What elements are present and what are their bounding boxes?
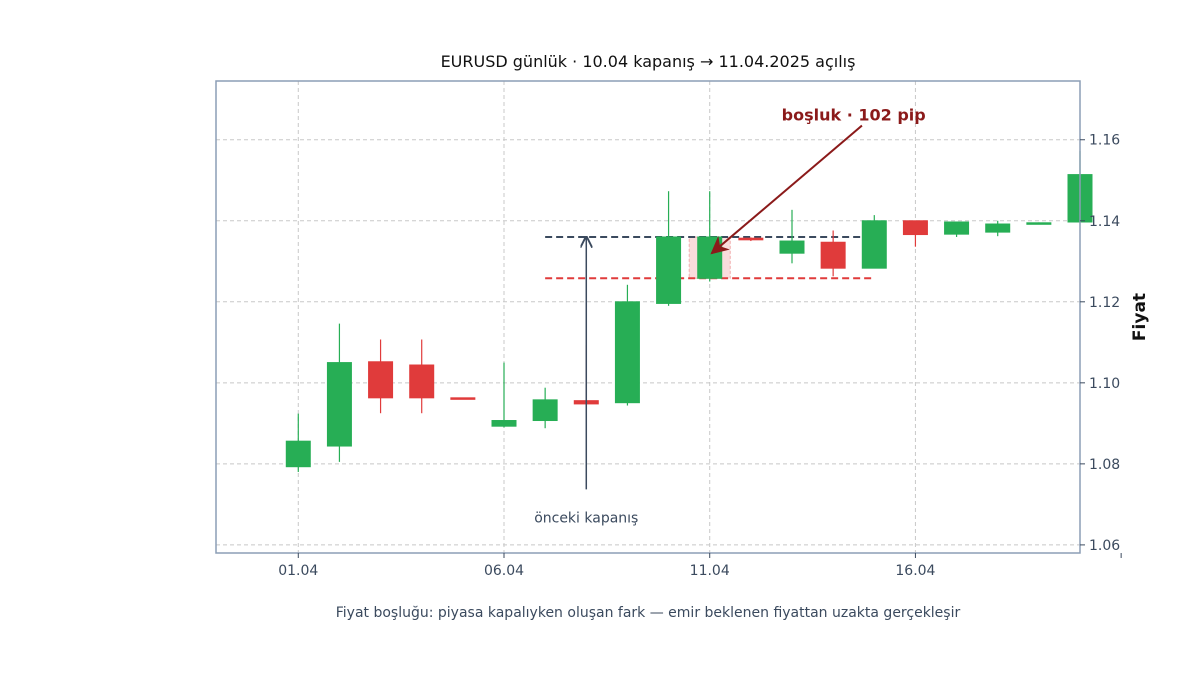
candle-body <box>656 236 682 304</box>
candle-bullish <box>532 387 558 429</box>
candle-body <box>697 236 723 279</box>
candle-body <box>409 364 435 399</box>
candle-bullish <box>285 413 311 472</box>
candle-bullish <box>779 209 805 264</box>
gap-label: boşluk · 102 pip <box>782 106 926 125</box>
y-tick-label: 1.08 <box>1089 457 1120 473</box>
prev-close-label: önceki kapanış <box>534 510 638 526</box>
candle-body <box>1026 222 1052 225</box>
candle-bullish <box>491 362 517 428</box>
candle-bullish <box>614 284 640 406</box>
candle-bearish <box>902 220 928 247</box>
candle-bullish <box>944 221 970 237</box>
candle-body <box>326 362 352 447</box>
candle-bearish <box>368 339 394 414</box>
candle-body <box>944 221 970 235</box>
candle-body <box>985 223 1011 233</box>
x-tick-label: 06.04 <box>484 563 524 579</box>
plot-frame <box>215 80 1081 554</box>
candle-body <box>614 301 640 404</box>
x-tick-label: 01.04 <box>278 563 318 579</box>
candle-bullish <box>985 220 1011 237</box>
candle-body <box>861 220 887 269</box>
candle-body <box>820 241 846 269</box>
x-axis: 01.04 06.04 11.04 16.04 <box>278 553 1122 579</box>
candle-bullish <box>326 323 352 462</box>
candle-body <box>779 240 805 254</box>
grid <box>216 81 1080 553</box>
candle-bullish <box>861 215 887 269</box>
candle-body <box>902 220 928 236</box>
candles <box>285 151 1093 472</box>
candle-body <box>450 397 476 400</box>
x-tick-label: 16.04 <box>895 563 935 579</box>
y-tick-label: 1.10 <box>1089 376 1120 392</box>
candle-bearish <box>738 237 764 242</box>
candle-body <box>491 420 517 427</box>
chart-caption: Fiyat boşluğu: piyasa kapalıyken oluşan … <box>336 605 961 621</box>
candle-bullish <box>656 191 682 306</box>
y-axis: 1.06 1.08 1.10 1.12 1.14 1.16 <box>1080 133 1120 554</box>
candle-body <box>738 237 764 241</box>
y-tick-label: 1.12 <box>1089 295 1120 311</box>
candle-body <box>532 399 558 422</box>
gap-arrow <box>710 124 863 255</box>
x-tick-label: 11.04 <box>690 563 730 579</box>
candle-body <box>285 440 311 468</box>
y-tick-label: 1.16 <box>1089 133 1120 149</box>
y-tick-label: 1.06 <box>1089 538 1120 554</box>
candle-bearish <box>409 339 435 414</box>
y-axis-label: Fiyat <box>1130 293 1150 341</box>
y-tick-label: 1.14 <box>1089 214 1120 230</box>
candle-bearish <box>450 397 476 400</box>
candle-bullish <box>1026 222 1052 225</box>
candle-bearish <box>820 230 846 277</box>
chart-title: EURUSD günlük · 10.04 kapanış → 11.04.20… <box>441 52 856 71</box>
candle-body <box>368 361 394 399</box>
annotations: boşluk · 102 pip önceki kapanış <box>534 106 926 527</box>
